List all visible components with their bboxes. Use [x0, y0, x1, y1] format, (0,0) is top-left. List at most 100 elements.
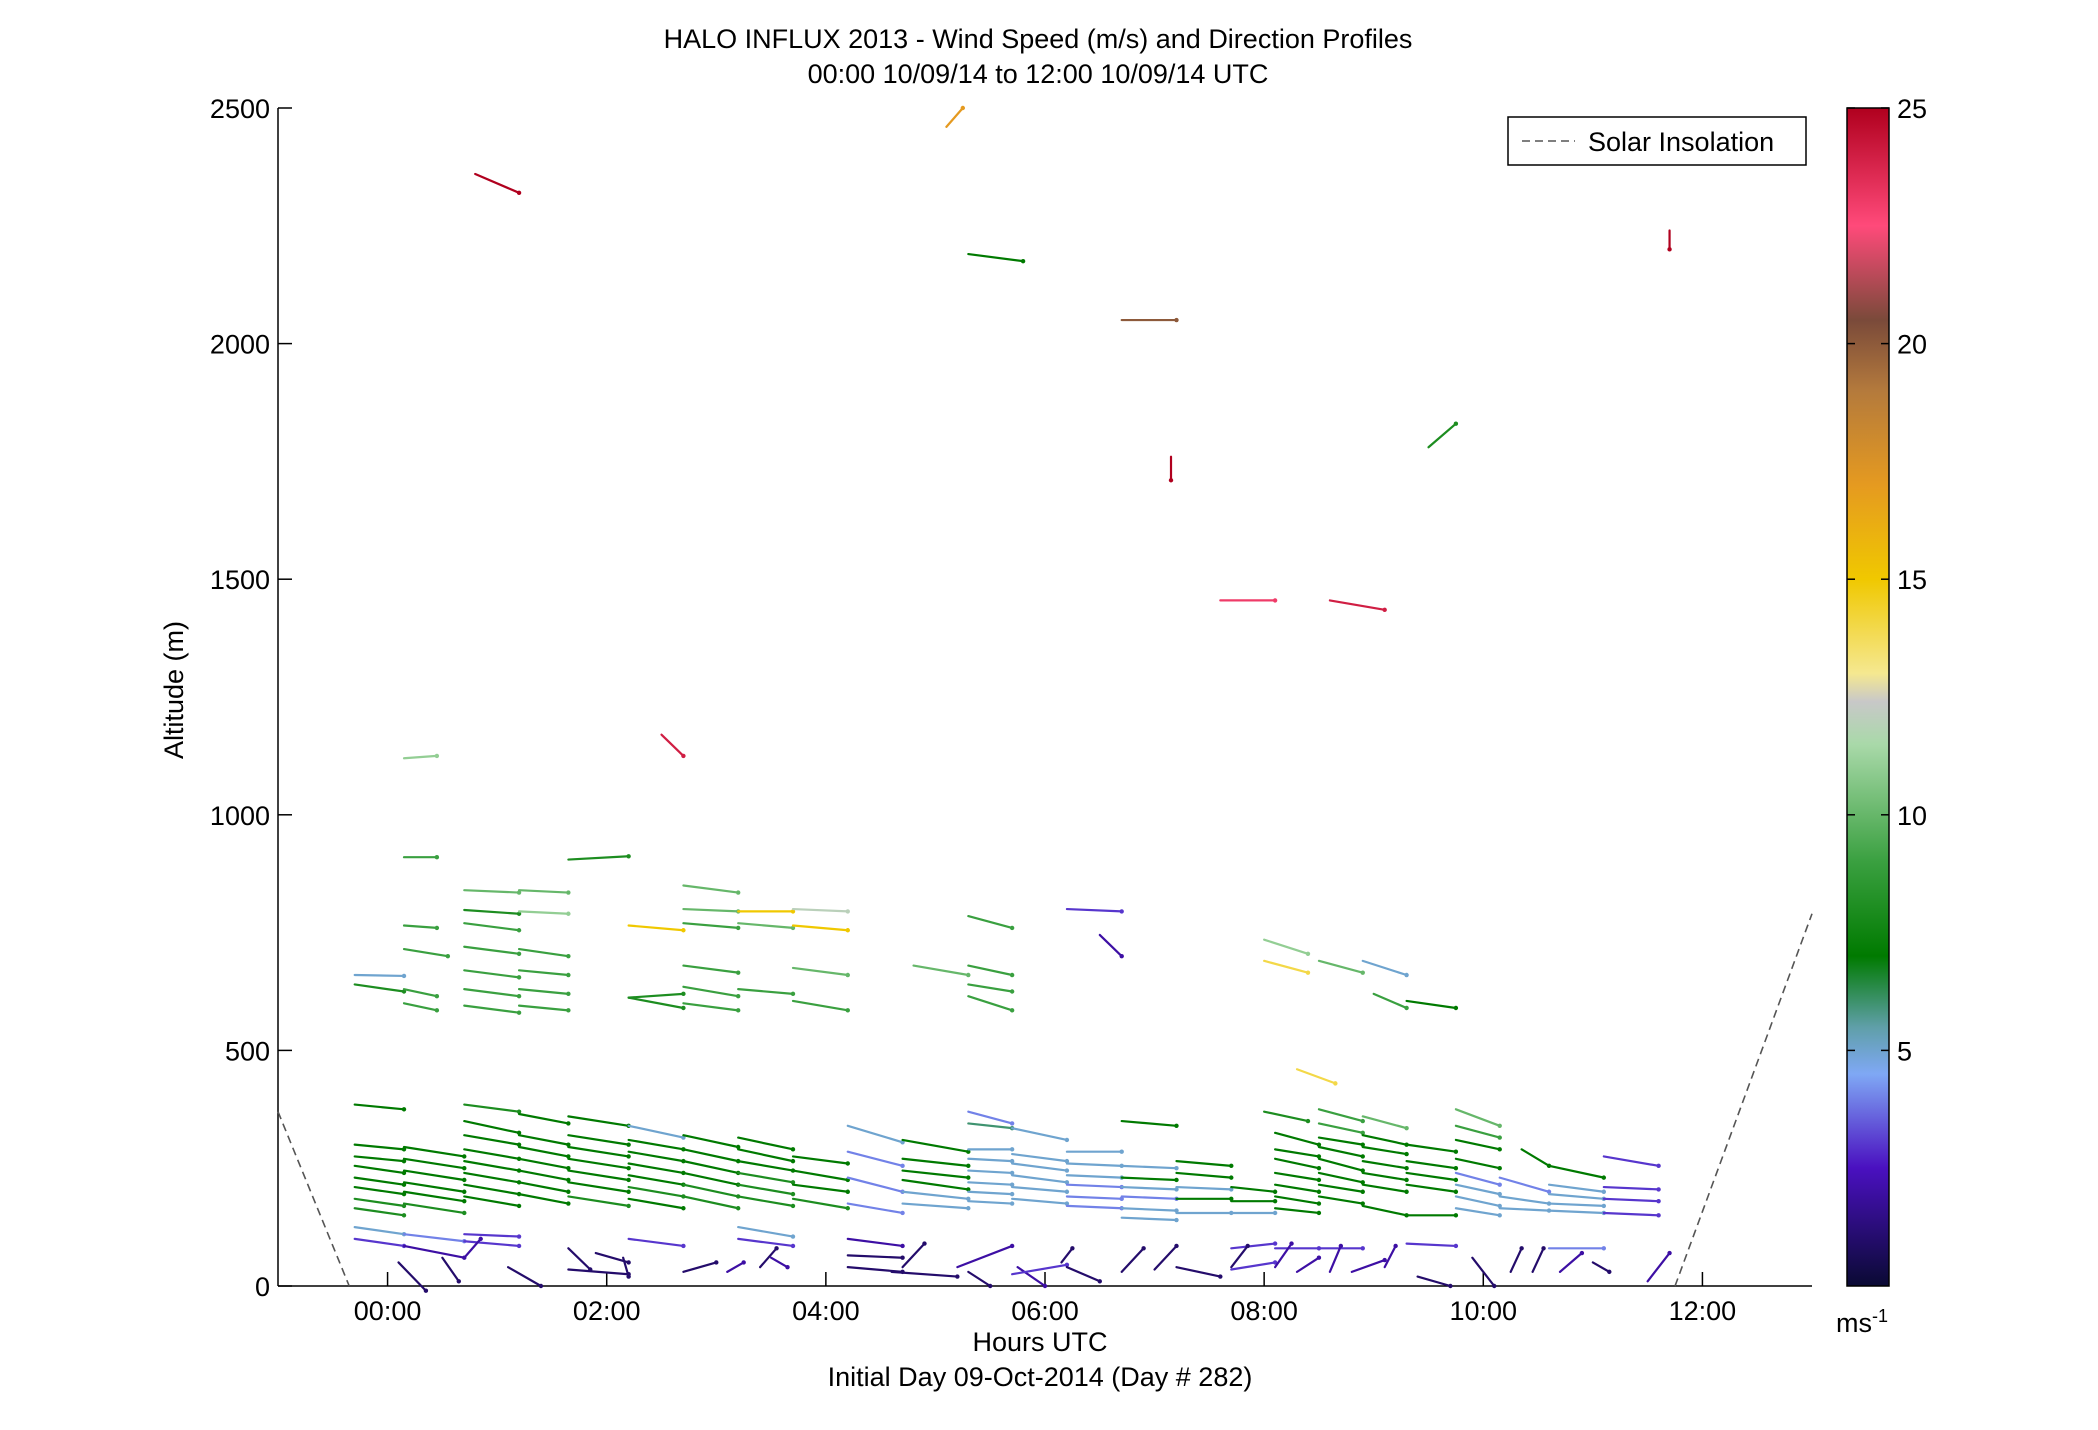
wind-barb-tip: [462, 1198, 467, 1204]
wind-barb: [1273, 1171, 1321, 1182]
y-tick-label: 1500: [210, 565, 270, 595]
wind-barb: [737, 1148, 795, 1163]
wind-barb-tip: [1360, 1142, 1365, 1147]
wind-barb: [1273, 1195, 1321, 1205]
wind-barb-tip: [566, 1189, 571, 1194]
wind-barb: [1120, 1176, 1178, 1182]
wind-barb: [402, 1181, 466, 1193]
wind-barb-tip: [478, 1236, 483, 1242]
wind-barb-tip: [516, 1109, 522, 1114]
wind-barb: [1498, 1176, 1551, 1193]
x-tick-label: 10:00: [1449, 1296, 1517, 1326]
wind-barb-tip: [845, 1161, 850, 1166]
wind-barb-tip: [681, 928, 686, 933]
wind-barb-tip: [462, 1210, 467, 1216]
wind-barb-tip: [1174, 1217, 1179, 1223]
wind-barb: [567, 1169, 630, 1182]
wind-barb: [517, 889, 570, 894]
wind-barb: [1230, 1244, 1249, 1269]
wind-barb-tip: [1119, 1149, 1124, 1154]
wind-barb-tip: [1607, 1269, 1612, 1275]
wind-barb: [567, 1145, 630, 1158]
wind-barb-tip: [736, 925, 741, 931]
wind-barb: [1547, 1209, 1605, 1215]
wind-barb-tip: [626, 1177, 631, 1183]
wind-barb-tip: [736, 1206, 741, 1211]
wind-barb: [463, 922, 521, 932]
wind-barb: [967, 1190, 1014, 1196]
wind-barb-tip: [626, 1166, 631, 1171]
wind-barb: [353, 1225, 406, 1236]
wind-barb: [1011, 1152, 1069, 1163]
y-tick-label: 2000: [210, 330, 270, 360]
wind-barb: [517, 910, 570, 915]
wind-barb: [353, 1197, 406, 1207]
wind-barb: [1175, 1160, 1233, 1167]
wind-barb-tip: [516, 951, 522, 957]
wind-barb: [1317, 1136, 1364, 1146]
wind-barb-tip: [1601, 1203, 1607, 1209]
wind-barb: [507, 1266, 543, 1288]
wind-barb-tip: [1042, 1283, 1048, 1289]
wind-barb-tip: [741, 1260, 746, 1265]
wind-barb: [791, 924, 849, 932]
wind-barb: [1317, 1145, 1364, 1158]
wind-barb: [1263, 959, 1310, 974]
wind-barb-tip: [434, 753, 440, 759]
wind-barb-tip: [681, 991, 686, 997]
wind-barb: [759, 1247, 778, 1269]
wind-barb-tip: [736, 890, 741, 895]
wind-barb: [1361, 1115, 1408, 1130]
wind-barb-tip: [1404, 1151, 1409, 1157]
wind-barb-tip: [1453, 1149, 1459, 1154]
wind-barb: [682, 1134, 740, 1149]
wind-barb-tip: [790, 1191, 796, 1197]
wind-barb-tip: [1020, 258, 1026, 264]
wind-barb: [901, 1190, 970, 1200]
wind-barb-tip: [845, 928, 850, 933]
wind-barb-tip: [626, 1142, 631, 1147]
wind-barb: [441, 1256, 460, 1283]
wind-barb: [682, 1195, 740, 1210]
wind-barb: [1547, 1164, 1605, 1179]
wind-barb-tip: [845, 972, 850, 978]
wind-barb: [682, 907, 740, 913]
wind-barb: [402, 1145, 466, 1158]
wind-barb: [1427, 422, 1457, 449]
wind-barb-tip: [1656, 1187, 1661, 1192]
wind-barb: [1558, 1251, 1584, 1273]
wind-barb-tip: [1174, 1177, 1179, 1183]
colorbar-tick-label: 20: [1897, 330, 1927, 360]
wind-barb: [463, 1119, 521, 1134]
wind-barb: [402, 1202, 466, 1215]
wind-barb: [1317, 1108, 1364, 1123]
wind-barb: [622, 1256, 630, 1278]
wind-barb: [1361, 1134, 1408, 1146]
wind-barb-tip: [966, 1206, 971, 1211]
wind-barb: [517, 1112, 570, 1125]
wind-barb: [1065, 1195, 1123, 1200]
wind-barb: [682, 884, 740, 894]
wind-barb: [1060, 1247, 1074, 1264]
wind-barb: [463, 1103, 521, 1113]
wind-barb: [463, 945, 521, 955]
wind-barb: [517, 1004, 570, 1012]
wind-barb: [846, 1176, 904, 1193]
wind-barb-tip: [790, 1243, 796, 1249]
wind-barb: [791, 1155, 849, 1165]
wind-barb: [1454, 1207, 1501, 1217]
wind-barb: [737, 1237, 795, 1248]
wind-barb: [1065, 1266, 1101, 1283]
wind-barb: [1098, 933, 1123, 958]
wind-barb-tip: [1272, 1198, 1278, 1204]
colorbar-unit-exponent: -1: [1872, 1306, 1888, 1326]
wind-barb: [1372, 992, 1408, 1010]
wind-barb: [1120, 1247, 1145, 1273]
wind-barb-tip: [516, 1203, 522, 1209]
wind-barb-tip: [790, 925, 796, 931]
wind-barb-tip: [736, 970, 741, 975]
wind-barb: [627, 924, 685, 932]
x-tick-label: 06:00: [1011, 1296, 1079, 1326]
